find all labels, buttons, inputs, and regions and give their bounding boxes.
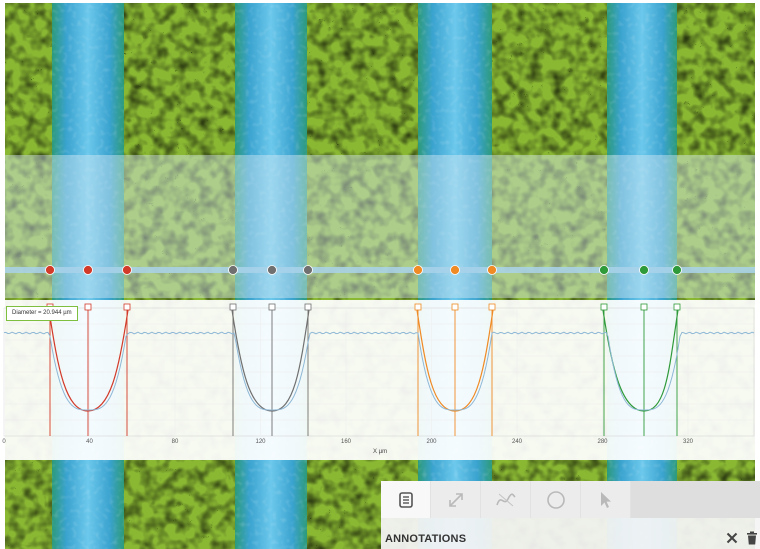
profile-selection-band[interactable] (5, 155, 755, 298)
profile-marker-dot[interactable] (672, 265, 682, 275)
profile-marker-dot[interactable] (122, 265, 132, 275)
groove-fit-curve (602, 309, 679, 412)
profile-marker-dot[interactable] (413, 265, 423, 275)
x-tick-label: 0 (2, 439, 6, 445)
groove-fit-curve (416, 309, 494, 412)
profile-marker-dot[interactable] (639, 265, 649, 275)
curve-tool-icon (495, 492, 516, 506)
delete-button[interactable] (745, 530, 759, 546)
x-tick-label: 200 (426, 439, 437, 445)
profile-graph-panel[interactable]: 0 40 80 120 160 200 240 280 320 X µm Diameter = … (0, 300, 760, 460)
groove-fit-curve (48, 309, 129, 412)
frame-right (755, 0, 760, 549)
x-tick-label: 240 (512, 439, 523, 445)
profile-marker-dot[interactable] (267, 265, 277, 275)
profile-trace (3, 331, 755, 411)
trash-icon (747, 531, 757, 545)
profile-marker-handle[interactable] (640, 303, 648, 311)
profile-marker-handle[interactable] (451, 303, 459, 311)
frame-left (0, 0, 5, 549)
profile-line (5, 267, 755, 273)
profile-marker-handle[interactable] (84, 303, 92, 311)
groove-fit-curve (231, 309, 310, 412)
frame-top (0, 0, 760, 3)
pointer-icon (600, 491, 611, 508)
profile-marker-handle[interactable] (414, 303, 422, 311)
annotation-toolbar (381, 481, 760, 518)
profile-marker-handle[interactable] (488, 303, 496, 311)
x-tick-label: 80 (172, 439, 179, 445)
x-tick-label: 40 (86, 439, 93, 445)
profile-marker-handle[interactable] (673, 303, 681, 311)
diameter-label: Diameter = 20.944 µm (6, 306, 78, 321)
profile-marker-dot[interactable] (228, 265, 238, 275)
profile-marker-dot[interactable] (599, 265, 609, 275)
x-axis-label: X µm (373, 449, 387, 455)
annotations-title: ANNOTATIONS (385, 533, 467, 545)
close-icon (726, 532, 738, 544)
x-tick-label: 320 (683, 439, 694, 445)
toolbar-spacer (631, 481, 760, 518)
profile-marker-handle[interactable] (123, 303, 131, 311)
pointer-tool-button[interactable] (581, 481, 631, 518)
x-tick-label: 120 (255, 439, 266, 445)
circle-tool-button[interactable] (531, 481, 581, 518)
profile-marker-dot[interactable] (303, 265, 313, 275)
profile-marker-dot[interactable] (487, 265, 497, 275)
x-tick-label: 160 (341, 439, 352, 445)
resize-arrows-icon (448, 492, 463, 507)
profile-marker-handle[interactable] (268, 303, 276, 311)
curve-tool-button[interactable] (481, 481, 531, 518)
profile-marker-dot[interactable] (83, 265, 93, 275)
profile-marker-handle[interactable] (304, 303, 312, 311)
profile-chart: 0 40 80 120 160 200 240 280 320 X µm (2, 303, 755, 455)
close-button[interactable] (724, 530, 740, 546)
x-tick-label: 280 (597, 439, 608, 445)
list-icon (398, 491, 413, 508)
profile-marker-dot[interactable] (450, 265, 460, 275)
profile-marker-handle[interactable] (600, 303, 608, 311)
profile-marker-dot[interactable] (45, 265, 55, 275)
profile-marker-handle[interactable] (229, 303, 237, 311)
list-tool-button[interactable] (381, 481, 431, 518)
resize-tool-button[interactable] (431, 481, 481, 518)
circle-tool-icon (546, 490, 565, 509)
profile-markers-layer (5, 265, 755, 275)
annotations-panel: ANNOTATIONS (381, 481, 760, 549)
